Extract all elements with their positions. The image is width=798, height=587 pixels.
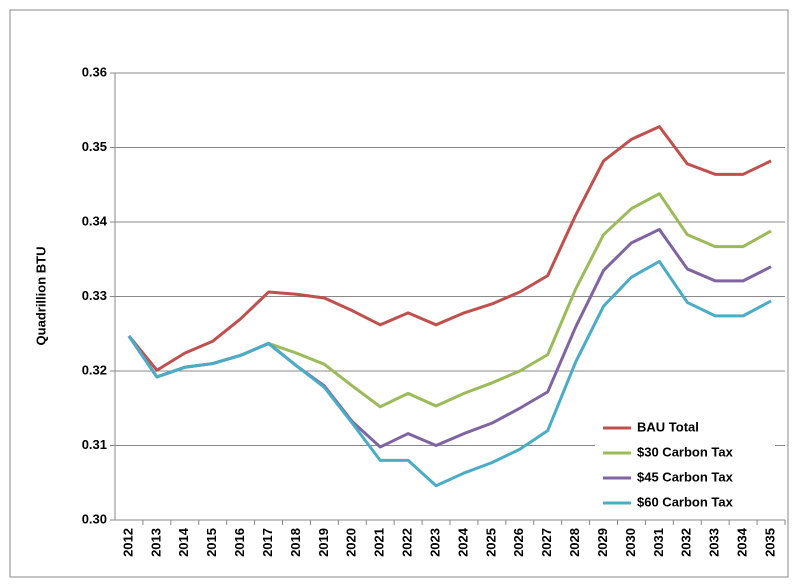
- x-tick-label: 2033: [707, 528, 722, 557]
- x-tick-label: 2029: [595, 528, 610, 557]
- x-tick-label: 2031: [651, 528, 666, 557]
- x-tick-label: 2012: [120, 528, 135, 557]
- legend-label: $60 Carbon Tax: [637, 494, 734, 509]
- y-tick-label: 0.31: [82, 437, 107, 452]
- x-tick-label: 2019: [316, 528, 331, 557]
- legend-label: $45 Carbon Tax: [637, 469, 734, 484]
- y-tick-label: 0.35: [82, 139, 107, 154]
- x-tick-label: 2034: [735, 527, 750, 557]
- x-tick-label: 2017: [260, 528, 275, 557]
- legend-label: $30 Carbon Tax: [637, 444, 734, 459]
- x-tick-label: 2035: [762, 528, 777, 557]
- x-tick-label: 2028: [567, 528, 582, 557]
- x-tick-label: 2032: [679, 528, 694, 557]
- y-tick-label: 0.33: [82, 288, 107, 303]
- y-tick-label: 0.32: [82, 362, 107, 377]
- x-tick-label: 2016: [232, 528, 247, 557]
- x-tick-label: 2025: [483, 528, 498, 557]
- y-tick-label: 0.36: [82, 64, 107, 79]
- y-tick-label: 0.30: [82, 511, 107, 526]
- x-tick-label: 2027: [539, 528, 554, 557]
- legend-box: [595, 414, 775, 518]
- x-tick-label: 2022: [400, 528, 415, 557]
- series-line: [127, 125, 772, 372]
- x-tick-label: 2015: [204, 528, 219, 557]
- x-tick-label: 2021: [372, 528, 387, 557]
- x-tick-label: 2014: [176, 527, 191, 557]
- y-axis-label: Quadrillion BTU: [33, 247, 48, 346]
- x-tick-label: 2030: [623, 528, 638, 557]
- x-tick-label: 2018: [288, 528, 303, 557]
- x-tick-label: 2020: [344, 528, 359, 557]
- y-tick-label: 0.34: [82, 213, 108, 228]
- x-tick-label: 2024: [455, 527, 470, 557]
- x-tick-label: 2023: [427, 528, 442, 557]
- x-tick-label: 2013: [148, 528, 163, 557]
- series-line: [127, 259, 772, 488]
- legend-label: BAU Total: [637, 419, 699, 434]
- x-tick-label: 2026: [511, 528, 526, 557]
